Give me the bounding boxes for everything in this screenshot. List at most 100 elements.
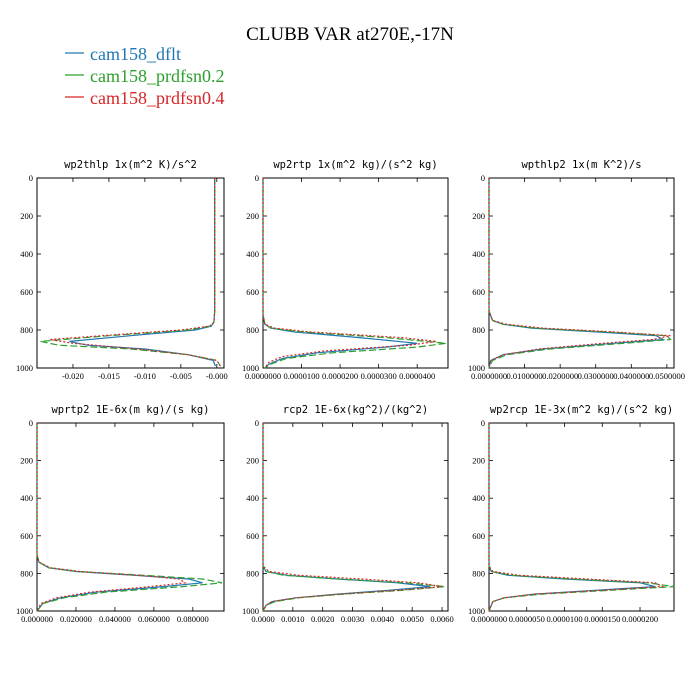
x-tick-label: 0.0500000 xyxy=(649,371,685,381)
x-tick-label: 0.040000 xyxy=(99,614,131,624)
y-tick-label: 400 xyxy=(20,249,33,259)
panel-title: wpthlp2 1x(m K^2)/s xyxy=(521,159,641,171)
panel-title: wp2rtp 1x(m^2 kg)/(s^2 kg) xyxy=(273,159,437,171)
series-line xyxy=(488,423,665,612)
x-tick-label: 0.0100000 xyxy=(507,371,543,381)
x-tick-label: 0.0050 xyxy=(401,614,424,624)
x-tick-label: 0.0010 xyxy=(281,614,304,624)
x-tick-label: 0.0000 xyxy=(251,614,274,624)
x-tick-label: -0.010 xyxy=(134,371,156,381)
y-tick-label: 1000 xyxy=(468,363,485,373)
panels: wp2thlp 1x(m^2 K)/s^2 0 200 400 600 800 1000 -0… xyxy=(16,159,685,624)
x-tick-label: 0.0000100 xyxy=(546,614,582,624)
y-tick-label: 1000 xyxy=(16,606,33,616)
x-tick-label: 0.0000000 xyxy=(245,371,281,381)
x-tick-label: 0.0000000 xyxy=(471,614,507,624)
y-tick-label: 600 xyxy=(20,531,33,541)
x-tick-label: 0.0400000 xyxy=(613,371,649,381)
y-tick-label: 800 xyxy=(246,568,259,578)
x-tick-label: 0.0000050 xyxy=(509,614,545,624)
legend-entry: cam158_prdfsn0.2 xyxy=(65,66,224,86)
plot-frame xyxy=(36,177,225,369)
series-line xyxy=(40,178,221,367)
x-tick-label: 0.0000200 xyxy=(322,371,358,381)
plot-frame xyxy=(262,422,449,612)
x-tick-label: 0.020000 xyxy=(60,614,92,624)
x-tick-label: 0.0000400 xyxy=(399,371,435,381)
x-tick-label: -0.000 xyxy=(206,371,228,381)
x-tick-label: 0.0200000 xyxy=(542,371,578,381)
y-tick-label: 600 xyxy=(246,287,259,297)
y-tick-label: 0 xyxy=(481,418,485,428)
x-tick-label: 0.000000 xyxy=(21,614,53,624)
x-tick-label: -0.015 xyxy=(98,371,120,381)
series-line xyxy=(262,423,443,612)
legend-entry: cam158_prdfsn0.4 xyxy=(65,88,224,108)
series-line xyxy=(36,423,187,612)
y-tick-label: 600 xyxy=(246,531,259,541)
y-tick-label: 1000 xyxy=(242,606,259,616)
x-tick-label: 0.0000100 xyxy=(283,371,319,381)
y-tick-label: 400 xyxy=(472,249,485,259)
series-line xyxy=(488,423,656,612)
x-tick-label: 0.060000 xyxy=(138,614,170,624)
y-tick-label: 200 xyxy=(20,456,33,466)
x-tick-label: 0.0030 xyxy=(341,614,364,624)
series-line xyxy=(262,178,437,369)
y-tick-label: 600 xyxy=(472,531,485,541)
y-tick-label: 200 xyxy=(246,456,259,466)
y-tick-label: 400 xyxy=(472,493,485,503)
y-tick-label: 600 xyxy=(20,287,33,297)
x-tick-label: 0.080000 xyxy=(177,614,209,624)
series-line xyxy=(69,178,216,367)
series-line xyxy=(49,178,221,367)
y-tick-label: 1000 xyxy=(16,363,33,373)
panel: wp2thlp 1x(m^2 K)/s^2 0 200 400 600 800 1000 -0… xyxy=(16,159,228,381)
panel-title: wp2thlp 1x(m^2 K)/s^2 xyxy=(64,159,197,171)
plot-frame xyxy=(36,422,225,612)
y-tick-label: 800 xyxy=(20,568,33,578)
x-tick-label: 0.0000300 xyxy=(361,371,397,381)
panel-title: wp2rcp 1E-3x(m^2 kg)/(s^2 kg) xyxy=(490,404,673,416)
x-tick-label: 0.0040 xyxy=(371,614,394,624)
y-tick-label: 800 xyxy=(472,568,485,578)
y-tick-label: 0 xyxy=(255,173,259,183)
x-tick-label: -0.020 xyxy=(62,371,84,381)
y-tick-label: 0 xyxy=(481,173,485,183)
legend-label: cam158_prdfsn0.4 xyxy=(90,88,224,108)
y-tick-label: 0 xyxy=(29,173,33,183)
y-tick-label: 0 xyxy=(29,418,33,428)
panel: wprtp2 1E-6x(m kg)/(s kg) 0 200 400 600 800 10… xyxy=(16,404,225,624)
series-line xyxy=(488,178,666,369)
x-tick-label: 0.0300000 xyxy=(578,371,614,381)
plot-frame xyxy=(262,177,449,369)
legend-entry: cam158_dflt xyxy=(65,44,181,64)
x-tick-label: 0.0000000 xyxy=(471,371,507,381)
panel: rcp2 1E-6x(kg^2)/(kg^2) 0 200 400 600 800 1000… xyxy=(242,404,454,624)
y-tick-label: 800 xyxy=(472,325,485,335)
x-tick-label: -0.005 xyxy=(170,371,192,381)
panel-title: wprtp2 1E-6x(m kg)/(s kg) xyxy=(51,404,209,416)
series-line xyxy=(36,423,223,612)
legend-label: cam158_dflt xyxy=(90,44,181,64)
y-tick-label: 400 xyxy=(20,493,33,503)
x-tick-label: 0.0000200 xyxy=(622,614,658,624)
y-tick-label: 400 xyxy=(246,249,259,259)
series-line xyxy=(262,423,431,612)
legend: cam158_dflt cam158_prdfsn0.2 cam158_prdf… xyxy=(65,44,224,108)
panel: wpthlp2 1x(m K^2)/s 0 200 400 600 800 10000.00… xyxy=(468,159,685,381)
panel: wp2rtp 1x(m^2 kg)/(s^2 kg) 0 200 400 600 800 1… xyxy=(242,159,449,381)
series-line xyxy=(488,178,671,369)
y-tick-label: 200 xyxy=(20,211,33,221)
series-line xyxy=(488,178,672,369)
panel: wp2rcp 1E-3x(m^2 kg)/(s^2 kg) 0 200 400 600 8… xyxy=(468,404,675,624)
y-tick-label: 200 xyxy=(472,456,485,466)
y-tick-label: 1000 xyxy=(468,606,485,616)
legend-label: cam158_prdfsn0.2 xyxy=(90,66,224,86)
x-tick-label: 0.0000150 xyxy=(584,614,620,624)
y-tick-label: 1000 xyxy=(242,363,259,373)
series-line xyxy=(36,423,203,612)
y-tick-label: 600 xyxy=(472,287,485,297)
panel-title: rcp2 1E-6x(kg^2)/(kg^2) xyxy=(283,404,428,416)
